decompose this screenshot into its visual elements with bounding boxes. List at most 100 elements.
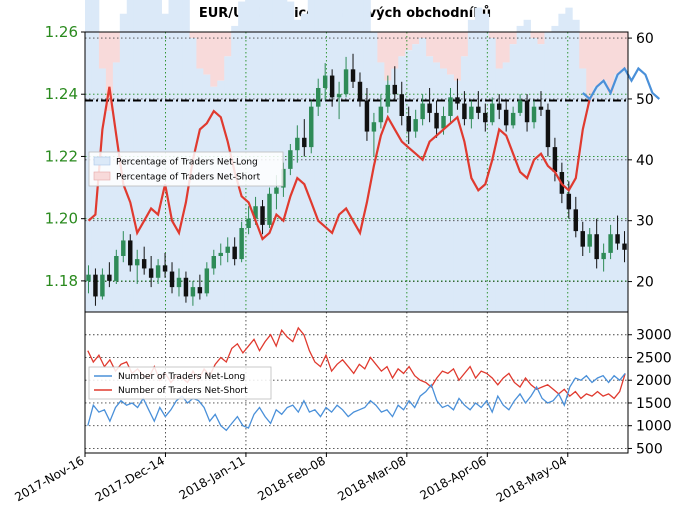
date-tick-label: 2018-Feb-08 bbox=[255, 453, 328, 503]
candle-body bbox=[357, 81, 363, 101]
short-shade-bar bbox=[398, 32, 406, 57]
long-shade-bar bbox=[440, 68, 448, 313]
candle-body bbox=[552, 147, 558, 172]
candle-body bbox=[469, 106, 474, 120]
price-tick-label: 1.26 bbox=[45, 23, 78, 41]
short-shade-bar bbox=[217, 32, 225, 81]
long-shade-bar bbox=[384, 80, 392, 313]
count-tick-label: 3000 bbox=[636, 328, 672, 344]
candle-body bbox=[302, 137, 307, 148]
date-axis: 2017-Nov-16 2017-Dec-14 2018-Jan-11 2018-Fe… bbox=[12, 453, 569, 505]
candle-body bbox=[232, 246, 237, 260]
candle-body bbox=[580, 231, 585, 247]
short-shade-bar bbox=[203, 32, 211, 75]
long-shade-bar bbox=[196, 68, 204, 313]
candle-body bbox=[288, 150, 293, 169]
candle-body bbox=[176, 277, 182, 288]
long-shade-bar bbox=[105, 111, 114, 312]
candle-body bbox=[608, 234, 613, 253]
top-legend: Percentage of Traders Net-Long Percentag… bbox=[88, 151, 284, 187]
candle-body bbox=[434, 112, 439, 129]
bottom-legend: Number of Traders Net-Long Number of Tra… bbox=[88, 366, 272, 400]
long-shade-bar bbox=[467, 19, 476, 313]
candle-body bbox=[197, 287, 203, 294]
candle-body bbox=[128, 240, 133, 266]
candle-body bbox=[148, 268, 154, 278]
long-shade-bar bbox=[363, 0, 371, 312]
short-shade-bar bbox=[607, 32, 615, 93]
short-shade-bar bbox=[593, 32, 601, 87]
candle-body bbox=[573, 209, 579, 232]
short-shade-bar bbox=[579, 32, 587, 69]
legend-net-long-pct: Percentage of Traders Net-Long bbox=[116, 158, 258, 168]
short-shade-bar bbox=[419, 32, 427, 39]
date-tick-label: 2017-Dec-14 bbox=[93, 453, 167, 504]
percentage-tick-label: 50 bbox=[636, 92, 654, 108]
short-shade-bar bbox=[210, 32, 218, 87]
candle-body bbox=[162, 265, 168, 272]
candle-body bbox=[622, 243, 627, 250]
long-shade-bar bbox=[279, 0, 288, 312]
candle-body bbox=[364, 100, 370, 132]
pct-net-long-line bbox=[582, 66, 661, 101]
candle-body bbox=[211, 256, 217, 269]
candle-body bbox=[490, 103, 495, 123]
candle-body bbox=[406, 116, 411, 132]
short-shade-bar bbox=[447, 32, 455, 75]
long-shade-bar bbox=[412, 44, 420, 312]
candle-body bbox=[462, 103, 467, 120]
long-shade-bar bbox=[495, 68, 504, 313]
percentage-tick-label: 30 bbox=[636, 214, 654, 230]
long-shade-bar bbox=[433, 62, 441, 312]
candle-body bbox=[371, 122, 377, 132]
count-tick-label: 1000 bbox=[636, 419, 672, 435]
candle-body bbox=[615, 234, 620, 244]
long-shade-bar bbox=[502, 62, 511, 312]
candle-body bbox=[343, 69, 349, 95]
candle-body bbox=[587, 234, 592, 247]
long-shade-bar bbox=[210, 86, 218, 312]
date-tick-label: 2018-May-04 bbox=[494, 453, 569, 505]
long-shade-bar bbox=[98, 68, 107, 313]
short-shade-bar bbox=[586, 32, 594, 99]
long-shade-bar bbox=[509, 44, 518, 312]
long-shade-bar bbox=[356, 0, 364, 312]
candle-body bbox=[538, 106, 544, 110]
short-shade-bar bbox=[405, 32, 413, 51]
short-shade-bar bbox=[621, 32, 629, 69]
short-shade-bar bbox=[453, 32, 462, 81]
candle-body bbox=[190, 287, 196, 297]
candle-body bbox=[246, 218, 251, 228]
long-shade-bar bbox=[300, 13, 309, 312]
long-shade-bar bbox=[481, 13, 490, 312]
count-tick-label: 2500 bbox=[636, 350, 672, 366]
short-shade-bar bbox=[384, 32, 392, 81]
candle-body bbox=[260, 206, 265, 225]
long-shade-bar bbox=[217, 80, 225, 313]
bottom-frame bbox=[84, 311, 629, 454]
short-shade-bar bbox=[224, 32, 232, 57]
long-shade-bar bbox=[370, 32, 378, 312]
long-shade-bar bbox=[391, 68, 399, 313]
candle-body bbox=[329, 75, 335, 98]
long-shade-bar bbox=[474, 7, 483, 313]
candle-body bbox=[281, 168, 286, 188]
candle-body bbox=[134, 259, 140, 266]
short-shade-bar bbox=[495, 32, 504, 69]
short-shade-bar bbox=[112, 32, 121, 63]
candle-body bbox=[420, 103, 425, 120]
candle-body bbox=[503, 109, 509, 126]
bottom-legend-box bbox=[88, 366, 272, 400]
net-long-swatch bbox=[93, 156, 111, 166]
candle-body bbox=[141, 259, 147, 269]
short-shade-bar bbox=[502, 32, 511, 63]
short-shade-bar bbox=[460, 32, 469, 57]
top-legend-box bbox=[88, 151, 284, 187]
long-shade-bar bbox=[523, 19, 531, 313]
long-shade-bar bbox=[516, 25, 524, 312]
candle-body bbox=[309, 106, 314, 148]
top-panel: 1.18 1.20 1.22 1.24 1.26 20 30 40 50 60 Percenta… bbox=[45, 0, 661, 313]
long-shade-bar bbox=[328, 0, 337, 312]
count-tick-label: 1500 bbox=[636, 396, 672, 412]
long-shade-bar bbox=[621, 68, 629, 313]
